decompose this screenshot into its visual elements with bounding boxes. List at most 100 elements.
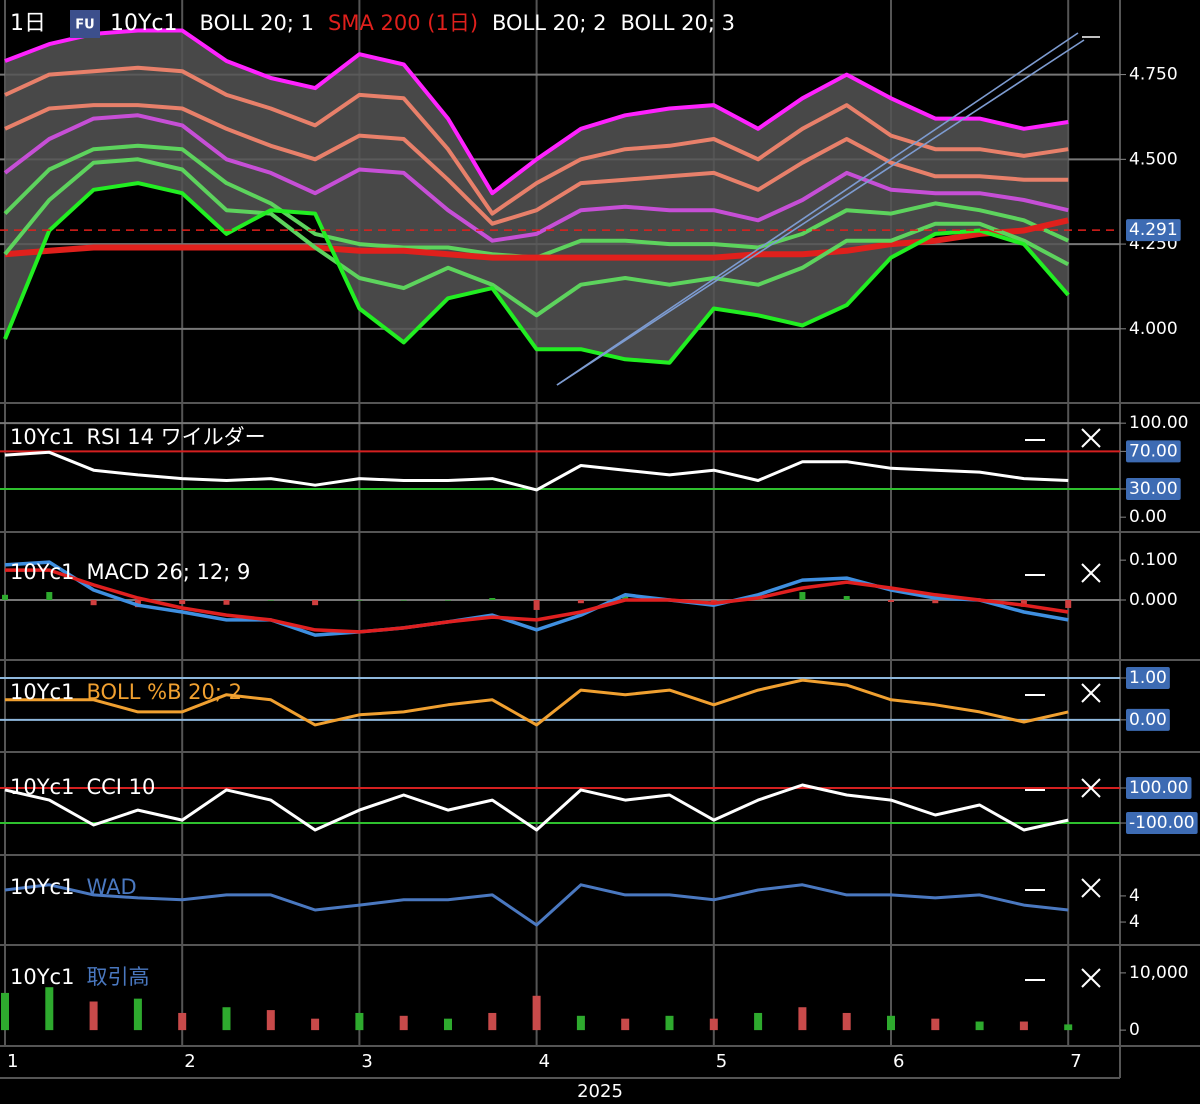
band-fill <box>5 30 1069 363</box>
x-tick-label: 3 <box>361 1051 372 1072</box>
x-tick-label: 1 <box>7 1051 18 1072</box>
volume-bar <box>975 1021 984 1031</box>
legend-label: BOLL 20; 2 <box>492 11 606 35</box>
histogram-bar <box>888 600 894 602</box>
series-line <box>4 450 1069 492</box>
histogram-bar <box>843 596 850 600</box>
histogram-bar <box>622 594 629 600</box>
series-line <box>4 65 1069 216</box>
y-tick-label: 0.000 <box>1129 590 1178 610</box>
histogram-bar <box>577 600 584 604</box>
y-tick-label: 100.00 <box>1129 778 1188 798</box>
badge-box <box>70 10 100 38</box>
volume-bar <box>266 1010 275 1031</box>
x-tick-label: 6 <box>893 1051 904 1072</box>
panel-title: RSI 14 ワイルダー <box>86 425 265 449</box>
histogram-bar <box>179 600 186 604</box>
volume-bar <box>133 998 142 1031</box>
histogram-bar <box>312 600 319 606</box>
histogram-bar <box>533 600 540 610</box>
volume-bar <box>665 1015 674 1031</box>
y-tick-label: 0 <box>1129 1020 1140 1040</box>
series-line <box>4 28 1069 196</box>
volume-bar <box>532 995 541 1031</box>
y-tick-label: -100.00 <box>1129 813 1195 833</box>
trend-line <box>556 32 1079 386</box>
legend-label: BOLL 20; 3 <box>621 11 735 35</box>
histogram-bar <box>2 594 8 600</box>
panel-symbol: 10Yc1 <box>10 775 74 799</box>
histogram-bar <box>1020 600 1027 607</box>
trend-line <box>556 39 1085 386</box>
volume-bar <box>576 1015 585 1031</box>
symbol: 10Yc1 <box>110 11 178 36</box>
volume-bar <box>754 1012 763 1031</box>
separators <box>0 0 1200 1079</box>
x-tick-label: 7 <box>1070 1051 1081 1072</box>
volume-bar <box>709 1018 718 1031</box>
histogram-bar <box>46 592 53 600</box>
interval: 1日 <box>10 11 46 36</box>
volume-bar <box>1019 1021 1028 1031</box>
trendline <box>556 32 1100 386</box>
series-line <box>4 783 1069 832</box>
histogram-bar <box>356 600 363 601</box>
y-tick-box <box>1126 708 1170 731</box>
y-tick-label: 4.500 <box>1129 149 1178 169</box>
volume-bar <box>488 1012 497 1031</box>
volume-bar <box>842 1012 851 1031</box>
series-line <box>5 568 1069 634</box>
plot-layer: 1 2 3 4 5 6 7 <box>0 0 1126 1072</box>
y-tick-label: 1.00 <box>1129 668 1167 688</box>
x-tick-label: 4 <box>539 1051 550 1072</box>
histogram-bar <box>799 592 806 600</box>
panel-title: WAD <box>86 875 136 899</box>
close-icon <box>1081 683 1101 703</box>
y-tick-box <box>1126 477 1181 500</box>
y-tick-label: 4 <box>1129 912 1140 932</box>
close-icon <box>1081 563 1101 583</box>
series-line <box>4 560 1069 637</box>
volume-bar <box>45 987 54 1031</box>
legend-label: SMA 200 (1日) <box>328 11 478 35</box>
last-price-box <box>1126 219 1181 242</box>
x-tick-label: 2 <box>184 1051 195 1072</box>
histogram-bar <box>1065 600 1072 608</box>
volume-bar <box>1 992 9 1031</box>
histogram-bar <box>223 600 230 605</box>
series-line <box>4 883 1069 927</box>
badge: FU <box>75 18 94 33</box>
volume-bar <box>798 1007 807 1031</box>
series-line <box>4 103 1069 226</box>
y-tick-label: 0.00 <box>1129 507 1167 527</box>
panel-symbol: 10Yc1 <box>10 425 74 449</box>
y-tick-label: 0.100 <box>1129 550 1178 570</box>
panel-title: BOLL %B 20; 2 <box>86 680 242 704</box>
panel-title: CCI 10 <box>86 775 155 799</box>
last-price-label: 4.291 <box>1129 220 1178 240</box>
series-line <box>3 157 1070 318</box>
series-line <box>4 217 1069 261</box>
series-line <box>3 181 1070 365</box>
y-tick-box <box>1126 777 1192 800</box>
volume-bar <box>178 1012 187 1031</box>
series-line <box>5 678 1069 727</box>
y-tick-box <box>1126 812 1198 835</box>
legend-label: BOLL 20; 1 <box>200 11 314 35</box>
histogram-bar <box>710 600 717 602</box>
close-icon <box>1081 778 1101 798</box>
panel-symbol: 10Yc1 <box>10 560 74 584</box>
x-axis-label: 2025 <box>577 1081 623 1102</box>
y-tick-label: 4 <box>1129 886 1140 906</box>
close-icon <box>1081 428 1101 448</box>
volume-bar <box>399 1015 408 1031</box>
panel-symbol: 10Yc1 <box>10 875 74 899</box>
panel-title: MACD 26; 12; 9 <box>86 560 250 584</box>
close-icon <box>1081 968 1101 988</box>
histogram-bar <box>90 600 97 606</box>
panel-symbol: 10Yc1 <box>10 680 74 704</box>
panel-symbol: 10Yc1 <box>10 965 74 989</box>
volume-bar <box>931 1018 940 1031</box>
